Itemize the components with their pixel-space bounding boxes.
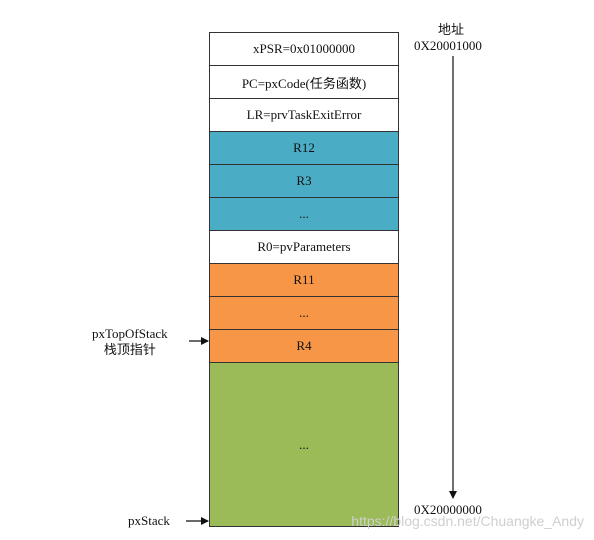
stack-cell-r3: R3 <box>210 165 398 198</box>
stack-cell-ellipsis-blue: ... <box>210 198 398 231</box>
stack-cell-r11: R11 <box>210 264 398 297</box>
watermark: https://blog.csdn.net/Chuangke_Andy <box>351 513 584 529</box>
stack-cell-ellipsis-orange: ... <box>210 297 398 330</box>
stack-cell-xpsr: xPSR=0x01000000 <box>210 33 398 66</box>
stack-base-label: pxStack <box>128 513 170 529</box>
stack-cell-pc: PC=pxCode(任务函数) <box>210 66 398 99</box>
stack-frame: xPSR=0x01000000 PC=pxCode(任务函数) LR=prvTa… <box>209 32 399 527</box>
stack-cell-r12: R12 <box>210 132 398 165</box>
address-high: 0X20001000 <box>414 38 482 54</box>
top-of-stack-name: pxTopOfStack <box>92 326 168 342</box>
stack-cell-lr: LR=prvTaskExitError <box>210 99 398 132</box>
stack-cell-r0: R0=pvParameters <box>210 231 398 264</box>
stack-cell-r4: R4 <box>210 330 398 363</box>
address-heading: 地址 <box>438 19 464 38</box>
stack-cell-free-space: ... <box>210 363 398 526</box>
top-of-stack-label: pxTopOfStack 栈顶指针 <box>92 326 168 358</box>
top-of-stack-cn: 栈顶指针 <box>92 342 168 358</box>
